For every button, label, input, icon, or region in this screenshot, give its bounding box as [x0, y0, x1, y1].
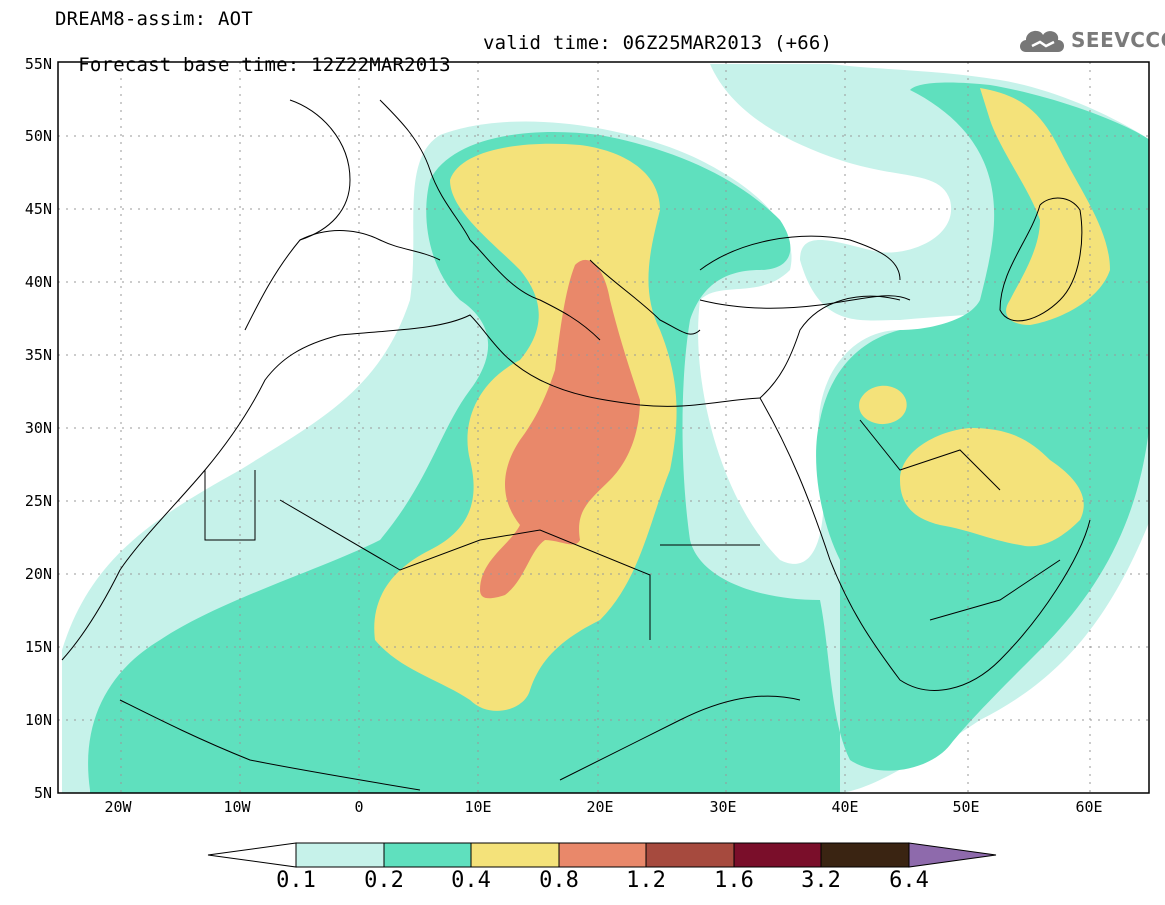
graticule — [58, 62, 1149, 793]
aot-shading — [62, 64, 1149, 793]
lon-label: 60E — [1075, 798, 1102, 816]
lat-labels: 55N 50N 45N 40N 35N 30N 25N 20N 15N 10N … — [25, 55, 52, 802]
colorbar-swatch — [470, 842, 560, 868]
forecast-times: Forecast base time: 12Z22MAR2013 valid t… — [55, 32, 832, 98]
lat-label: 55N — [25, 55, 52, 73]
colorbar-swatch — [558, 842, 647, 868]
lat-label: 30N — [25, 419, 52, 437]
colorbar-label: 0.1 — [276, 868, 316, 893]
lat-label: 15N — [25, 638, 52, 656]
aot-band-0.4-east — [859, 88, 1110, 547]
colorbar-swatch — [383, 842, 472, 868]
coastlines — [61, 99, 1091, 791]
lat-label: 20N — [25, 565, 52, 583]
lon-labels: 20W 10W 0 10E 20E 30E 40E 50E 60E — [104, 798, 1102, 816]
colorbar-label: 6.4 — [889, 868, 929, 893]
colorbar-label: 1.6 — [714, 868, 754, 893]
lon-label: 20W — [104, 798, 132, 816]
lat-label: 25N — [25, 492, 52, 510]
lat-label: 10N — [25, 711, 52, 729]
seevccc-logo: SEEVCCC — [1016, 22, 1165, 60]
colorbar-label: 0.8 — [539, 868, 579, 893]
colorbar-swatch — [820, 842, 910, 868]
lat-label: 5N — [34, 784, 52, 802]
colorbar-label: 0.2 — [364, 868, 404, 893]
lon-label: 30E — [709, 798, 736, 816]
aot-band-0.8 — [480, 259, 640, 599]
lat-label: 40N — [25, 273, 52, 291]
lon-label: 20E — [586, 798, 613, 816]
lat-label: 45N — [25, 200, 52, 218]
colorbar — [207, 842, 997, 868]
map-title: DREAM8-assim: AOT — [55, 8, 253, 30]
valid-time: valid time: 06Z25MAR2013 (+66) — [483, 32, 833, 54]
lat-label: 50N — [25, 127, 52, 145]
lon-label: 10E — [464, 798, 491, 816]
colorbar-label: 3.2 — [801, 868, 841, 893]
logo-text: SEEVCCC — [1071, 28, 1165, 52]
lon-label: 50E — [952, 798, 979, 816]
colorbar-under-arrow — [207, 842, 297, 868]
lon-label: 40E — [831, 798, 858, 816]
map-frame — [57, 61, 1150, 794]
colorbar-swatch — [295, 842, 385, 868]
lon-label: 10W — [223, 798, 251, 816]
lon-label: 0 — [354, 798, 363, 816]
colorbar-label: 0.4 — [451, 868, 491, 893]
base-time: Forecast base time: 12Z22MAR2013 — [78, 54, 451, 76]
colorbar-label: 1.2 — [626, 868, 666, 893]
colorbar-swatch — [645, 842, 735, 868]
colorbar-over-arrow — [908, 842, 997, 868]
colorbar-swatch — [733, 842, 822, 868]
lat-label: 35N — [25, 346, 52, 364]
cloud-icon — [1020, 30, 1064, 52]
